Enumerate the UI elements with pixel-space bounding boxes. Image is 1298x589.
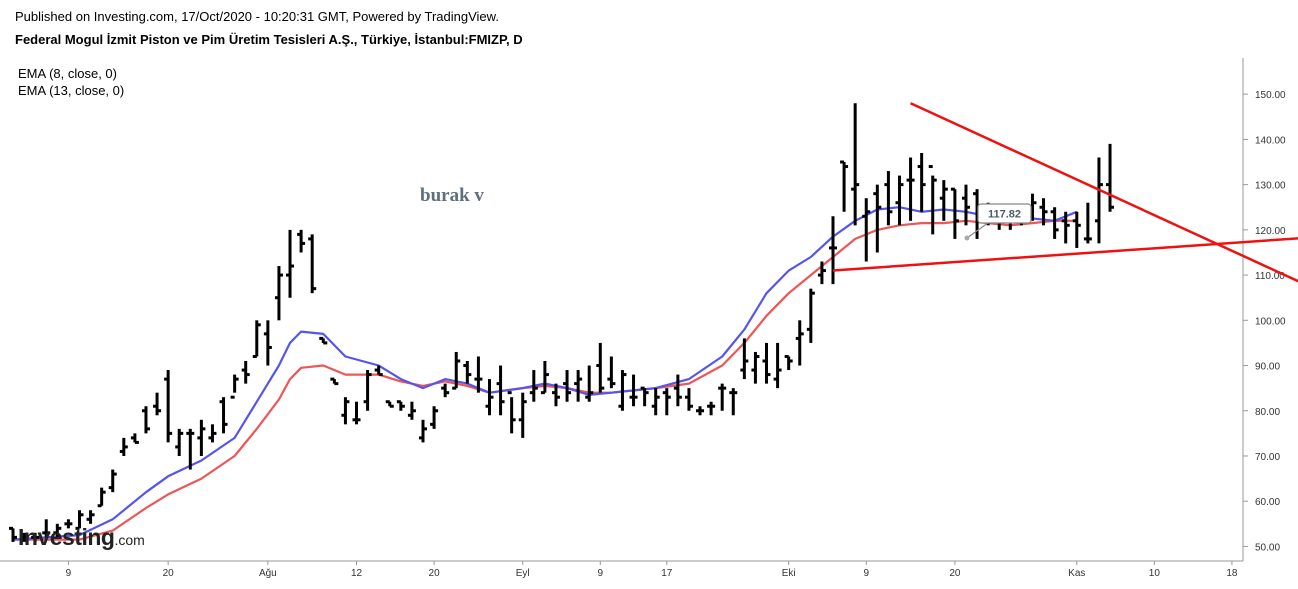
x-tick-label: 20 bbox=[163, 568, 175, 579]
x-tick-label: Kas bbox=[1068, 568, 1085, 579]
investing-logo: Investing.com bbox=[18, 524, 145, 551]
x-tick-label: Eki bbox=[782, 568, 796, 579]
lower-trendline bbox=[832, 237, 1298, 272]
x-tick-label: 18 bbox=[1226, 568, 1238, 579]
x-tick-label: 20 bbox=[949, 568, 961, 579]
x-tick-label: 20 bbox=[429, 568, 441, 579]
y-tick-label: 80.00 bbox=[1255, 407, 1280, 418]
x-tick-label: 9 bbox=[66, 568, 72, 579]
chart-title: Federal Mogul İzmit Piston ve Pim Üretim… bbox=[15, 32, 523, 47]
annotation-text: burak v bbox=[420, 185, 484, 206]
x-tick-label: Ağu bbox=[259, 568, 277, 579]
y-tick-label: 100.00 bbox=[1255, 316, 1286, 327]
y-tick-label: 50.00 bbox=[1255, 542, 1280, 553]
logo-suffix: .com bbox=[114, 532, 145, 548]
legend-ema13[interactable]: EMA (13, close, 0) bbox=[18, 83, 125, 98]
y-tick-label: 110.00 bbox=[1255, 271, 1285, 282]
x-tick-label: Eyl bbox=[516, 568, 530, 579]
legend-ema8[interactable]: EMA (8, close, 0) bbox=[18, 66, 117, 81]
upper-trendline bbox=[910, 102, 1298, 283]
price-callout-label: 117.82 bbox=[988, 209, 1021, 221]
x-tick-label: 17 bbox=[661, 568, 673, 579]
x-tick-label: 10 bbox=[1149, 568, 1161, 579]
y-tick-label: 150.00 bbox=[1255, 90, 1286, 101]
price-callout-box bbox=[977, 203, 1032, 224]
logo-brand: Investing bbox=[18, 524, 115, 550]
y-tick-label: 70.00 bbox=[1255, 452, 1280, 463]
y-tick-label: 120.00 bbox=[1255, 226, 1286, 237]
y-tick-label: 90.00 bbox=[1255, 362, 1280, 373]
x-tick-label: 9 bbox=[863, 568, 869, 579]
x-tick-label: 9 bbox=[598, 568, 604, 579]
y-tick-label: 60.00 bbox=[1255, 497, 1280, 508]
y-tick-label: 130.00 bbox=[1255, 181, 1286, 192]
price-callout-dot bbox=[964, 235, 970, 241]
x-tick-label: 12 bbox=[351, 568, 363, 579]
y-tick-label: 140.00 bbox=[1255, 135, 1286, 146]
published-caption: Published on Investing.com, 17/Oct/2020 … bbox=[15, 9, 499, 24]
